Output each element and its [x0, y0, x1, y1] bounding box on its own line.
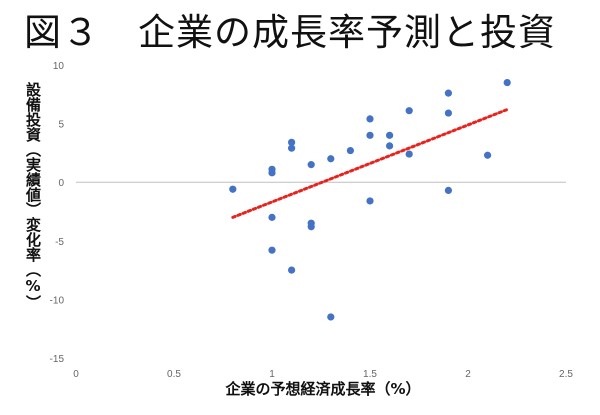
- data-point: [366, 115, 374, 123]
- data-point: [288, 138, 296, 146]
- data-point: [229, 185, 237, 193]
- data-point: [307, 223, 315, 231]
- x-ticks: 0 0.5 1 1.5 2 2.5: [73, 369, 573, 380]
- y-axis-label: 設備投資（実績値）変化率（%）: [24, 82, 42, 310]
- data-point: [444, 89, 452, 97]
- data-point: [288, 266, 296, 274]
- data-point: [444, 109, 452, 117]
- y-ticks: 10 5 0 -5 -10 -15: [50, 61, 65, 365]
- x-axis-label: 企業の予想経済成長率（%）: [224, 380, 420, 398]
- y-tick-label: -5: [55, 237, 64, 248]
- y-tick-label: -10: [50, 295, 65, 306]
- data-point: [327, 313, 335, 321]
- data-point: [366, 131, 374, 139]
- data-point: [346, 146, 354, 155]
- x-tick-label: 0.5: [167, 369, 181, 380]
- data-point: [327, 155, 335, 163]
- x-tick-label: 0: [73, 369, 79, 380]
- data-point: [366, 197, 374, 205]
- x-tick-label: 2: [465, 369, 471, 380]
- data-point: [268, 213, 276, 221]
- trendline: [231, 108, 509, 219]
- y-tick-label: -15: [50, 354, 65, 365]
- data-point: [386, 142, 394, 150]
- data-point: [444, 186, 452, 195]
- chart-title: 図３ 企業の成長率予測と投資: [24, 11, 556, 54]
- x-tick-label: 1: [269, 369, 275, 380]
- data-point: [484, 151, 492, 159]
- x-tick-label: 1.5: [363, 369, 377, 380]
- data-point: [268, 246, 276, 254]
- x-tick-label: 2.5: [559, 369, 573, 380]
- y-tick-label: 10: [53, 61, 65, 72]
- y-tick-label: 5: [58, 120, 64, 131]
- y-tick-label: 0: [58, 178, 64, 189]
- data-point: [386, 131, 394, 139]
- data-point: [405, 150, 413, 158]
- points-layer: [229, 78, 511, 321]
- data-point: [405, 107, 413, 115]
- data-point: [268, 169, 276, 177]
- trendline-layer: [231, 108, 509, 219]
- data-point: [307, 161, 315, 169]
- data-point: [503, 78, 511, 87]
- data-point: [288, 144, 296, 152]
